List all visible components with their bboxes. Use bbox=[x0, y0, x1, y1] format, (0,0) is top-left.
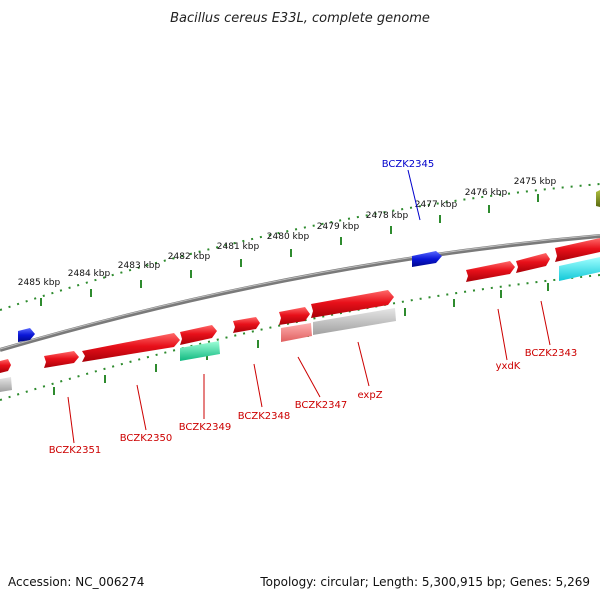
tick-label: 2483 kbp bbox=[118, 261, 161, 271]
gene-feature-bczk2347 bbox=[279, 307, 310, 325]
map-title: Bacillus cereus E33L, complete genome bbox=[170, 11, 430, 26]
gene-label: BCZK2351 bbox=[49, 445, 102, 456]
leader-line bbox=[540, 300, 551, 346]
tick-label: 2482 kbp bbox=[168, 252, 211, 262]
gray-feature-expz bbox=[313, 308, 396, 335]
green-feature-bczk2349 bbox=[180, 341, 220, 361]
gene-feature-bczk2350 bbox=[82, 333, 180, 362]
gene-feature-yxdk bbox=[466, 261, 515, 282]
tick-label: 2476 kbp bbox=[465, 188, 508, 198]
leader-line bbox=[497, 308, 508, 361]
light-red-feature bbox=[281, 323, 312, 342]
tick-labels: 2475 kbp 2476 kbp 2477 kbp 2478 kbp 2479… bbox=[18, 177, 557, 288]
gene-label: BCZK2348 bbox=[238, 411, 291, 422]
gene-feature-expz bbox=[311, 290, 394, 318]
inner-major-ticks bbox=[53, 283, 549, 395]
genome-backbone bbox=[0, 234, 600, 352]
tick-label: 2480 kbp bbox=[267, 232, 310, 242]
gene-feature-right-edge bbox=[555, 238, 600, 262]
gene-label: BCZK2345 bbox=[382, 159, 435, 170]
accession-text: Accession: NC_006274 bbox=[8, 575, 144, 589]
gene-feature-bczk2345 bbox=[412, 251, 442, 267]
leader-line bbox=[357, 341, 370, 387]
leader-line bbox=[253, 363, 263, 408]
gene-feature-bczk2343 bbox=[516, 253, 550, 273]
gene-label: BCZK2347 bbox=[295, 400, 348, 411]
olive-feature bbox=[596, 190, 600, 207]
gene-label: BCZK2350 bbox=[120, 433, 173, 444]
gene-feature-bczk2349 bbox=[180, 325, 217, 345]
outer-major-ticks bbox=[40, 194, 539, 306]
gene-feature-left-edge bbox=[0, 359, 11, 373]
tick-label: 2485 kbp bbox=[18, 278, 61, 288]
gene-label: BCZK2349 bbox=[179, 422, 232, 433]
tick-label: 2475 kbp bbox=[514, 177, 557, 187]
gene-label: expZ bbox=[357, 390, 382, 401]
label-leaders bbox=[67, 169, 551, 444]
gray-feature-left bbox=[0, 377, 12, 392]
leader-line bbox=[136, 384, 147, 431]
gene-feature-bczk2351 bbox=[44, 351, 79, 368]
genome-summary-text: Topology: circular; Length: 5,300,915 bp… bbox=[259, 575, 590, 589]
tick-label: 2481 kbp bbox=[217, 242, 260, 252]
tick-label: 2484 kbp bbox=[68, 269, 111, 279]
gene-labels: BCZK2345 BCZK2343 yxdK expZ BCZK2347 BCZ… bbox=[49, 159, 578, 456]
gene-label: BCZK2343 bbox=[525, 348, 578, 359]
tick-label: 2479 kbp bbox=[317, 222, 360, 232]
genome-backbone-highlight bbox=[0, 234, 600, 350]
gene-feature-bczk2348 bbox=[233, 317, 260, 333]
blue-feature-left bbox=[18, 328, 35, 342]
leader-line bbox=[297, 356, 321, 398]
tick-label: 2477 kbp bbox=[415, 200, 458, 210]
cyan-feature bbox=[559, 257, 600, 281]
gene-label: yxdK bbox=[496, 361, 521, 372]
tick-label: 2478 kbp bbox=[366, 211, 409, 221]
leader-line bbox=[407, 169, 421, 221]
leader-line bbox=[67, 396, 75, 444]
